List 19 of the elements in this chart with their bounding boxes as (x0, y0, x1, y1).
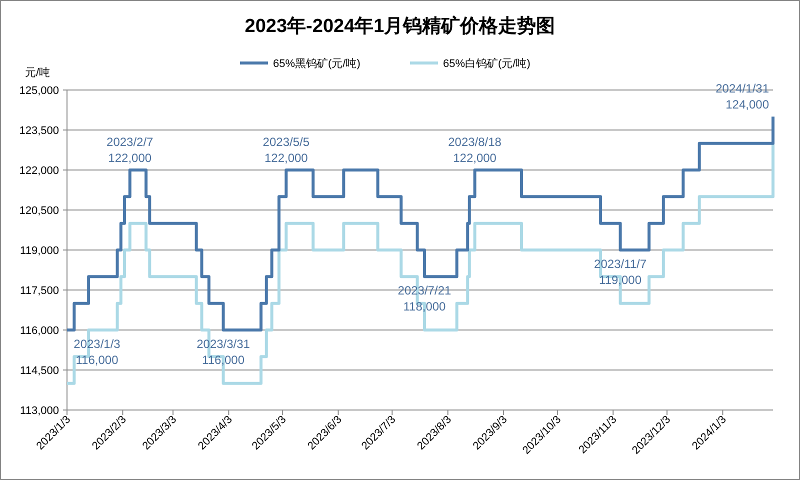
y-tick-label: 117,500 (20, 285, 59, 297)
y-tick-label: 119,000 (20, 245, 59, 257)
annotation: 2023/8/18 122,000 (448, 135, 502, 165)
y-tick-label: 125,000 (19, 85, 59, 97)
y-tick-label: 114,500 (20, 365, 59, 377)
legend-label: 65%黑钨矿(元/吨) (273, 57, 360, 70)
legend-label: 65%白钨矿(元/吨) (443, 57, 530, 70)
annotation: 2023/11/7 119,000 (594, 257, 647, 287)
annotation: 2023/1/3 116,000 (74, 337, 121, 367)
y-axis-title: 元/吨 (25, 66, 50, 79)
annotation: 2023/2/7 122,000 (106, 135, 154, 165)
y-tick-label: 120,500 (19, 205, 59, 217)
y-tick-label: 116,000 (20, 325, 59, 337)
chart-title: 2023年-2024年1月钨精矿价格走势图 (244, 15, 556, 37)
annotation: 2023/3/31 116,000 (196, 337, 250, 367)
y-tick-label: 122,000 (19, 165, 59, 177)
annotation: 2023/5/5 122,000 (262, 135, 310, 165)
y-tick-label: 123,500 (19, 125, 59, 137)
y-tick-label: 113,000 (20, 405, 59, 417)
